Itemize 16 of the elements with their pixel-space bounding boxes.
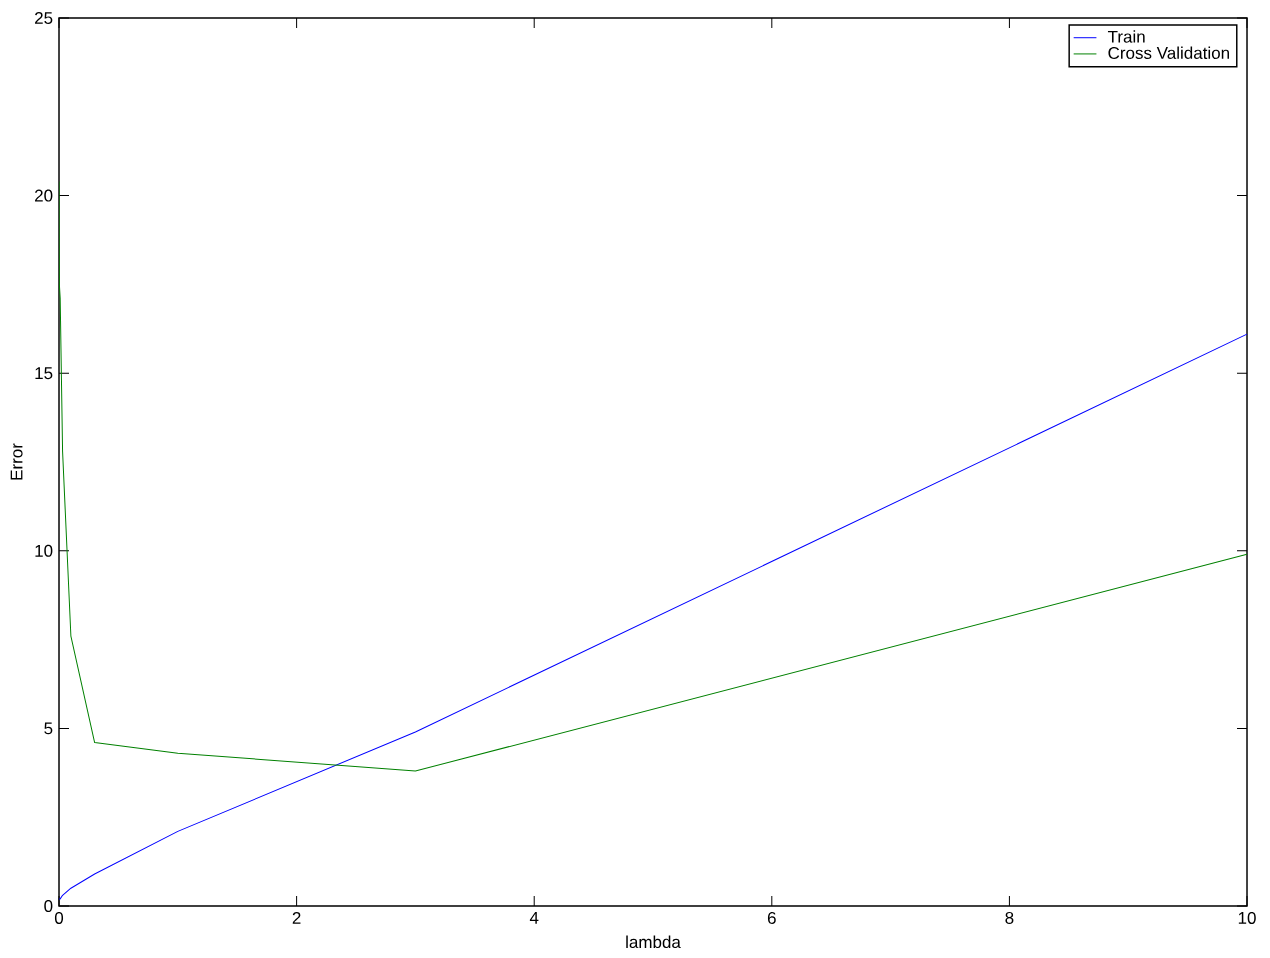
y-tick-label: 5	[44, 722, 53, 735]
x-tick-label: 8	[1005, 911, 1014, 924]
x-axis-title: lambda	[626, 935, 681, 949]
y-tick-label: 0	[44, 899, 53, 913]
legend-label: Train	[1107, 30, 1145, 43]
x-tick-label: 0	[54, 911, 64, 924]
x-tick-label: 6	[767, 911, 776, 924]
x-tick-label: 2	[292, 911, 301, 924]
y-tick-label: 20	[35, 189, 53, 202]
y-tick-label: 15	[35, 367, 53, 380]
y-tick-label: 10	[35, 544, 53, 557]
legend-label: Cross Validation	[1108, 46, 1229, 59]
x-tick-label: 10	[1238, 911, 1256, 924]
y-tick-label: 25	[35, 11, 53, 25]
y-axis-title: Error	[10, 443, 23, 480]
x-tick-label: 4	[529, 911, 539, 924]
